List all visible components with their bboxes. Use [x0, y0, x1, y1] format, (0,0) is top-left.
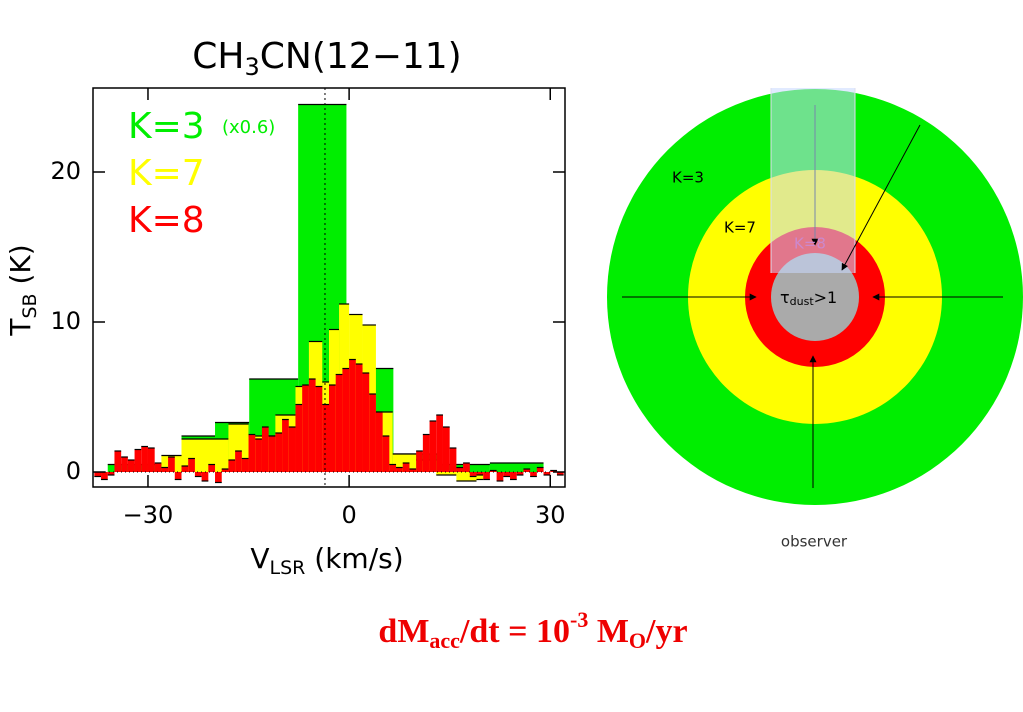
y-axis-label: TSB (K)	[4, 244, 41, 336]
bar	[489, 470, 497, 472]
bar	[295, 404, 303, 472]
bar	[261, 427, 269, 472]
bar	[181, 466, 189, 472]
formula: dMacc/dt = 10-3 MO/yr	[378, 607, 687, 653]
bar	[302, 385, 309, 472]
bar	[543, 472, 551, 475]
bar	[510, 472, 517, 480]
bar	[154, 463, 162, 472]
bar	[396, 467, 403, 472]
bar	[436, 415, 443, 472]
bar	[235, 451, 242, 472]
y-tick-label: 20	[50, 157, 81, 185]
bar	[275, 433, 283, 472]
bar	[94, 472, 102, 477]
bar	[134, 449, 142, 472]
bar	[215, 472, 222, 483]
bar	[483, 472, 490, 480]
bar	[174, 472, 182, 480]
bar	[369, 394, 376, 472]
bar	[489, 463, 544, 472]
bar	[429, 421, 437, 472]
bar	[355, 364, 363, 472]
bar	[208, 464, 216, 472]
bar	[315, 386, 323, 472]
bar	[282, 419, 289, 472]
bar	[268, 436, 276, 472]
x-tick-label: −30	[123, 501, 174, 529]
bar	[255, 439, 262, 472]
bar	[288, 427, 296, 472]
bar	[556, 472, 564, 475]
bar	[248, 434, 256, 472]
bar	[516, 472, 524, 475]
arrow	[841, 124, 921, 271]
bar	[456, 467, 464, 472]
shell-label: K=8	[794, 235, 826, 253]
x-tick-label: 0	[341, 501, 356, 529]
bar	[382, 436, 390, 472]
bar	[241, 458, 249, 472]
bar	[127, 460, 135, 472]
bar	[322, 404, 329, 472]
bar	[342, 368, 350, 472]
bar	[476, 472, 484, 475]
bar	[523, 469, 531, 472]
bar	[536, 467, 544, 472]
y-tick-label: 10	[50, 307, 81, 335]
bar	[389, 464, 397, 472]
bar	[476, 472, 484, 480]
bar	[194, 472, 202, 477]
bar	[221, 469, 229, 472]
bar	[436, 472, 457, 475]
bar	[141, 446, 148, 472]
observer-label: observer	[781, 533, 848, 551]
bar	[463, 463, 470, 472]
bar	[362, 373, 370, 472]
bar	[161, 467, 169, 472]
bar	[422, 434, 430, 472]
bar	[530, 472, 537, 477]
legend-entry: K=3	[128, 106, 205, 147]
bar	[308, 379, 316, 472]
legend-entry: K=7	[128, 153, 205, 194]
bar	[101, 472, 108, 480]
bar	[496, 472, 504, 481]
bar	[335, 374, 343, 472]
legend-note: (x0.6)	[222, 117, 275, 138]
bar	[456, 472, 477, 481]
bar	[409, 469, 417, 472]
bar	[469, 472, 477, 477]
legend-entry: K=8	[128, 200, 205, 241]
bar	[503, 472, 511, 477]
shell-label: K=3	[672, 169, 704, 187]
bar	[201, 472, 209, 481]
x-axis-label: VLSR (km/s)	[250, 542, 403, 579]
bar	[349, 359, 356, 472]
y-tick-label: 0	[66, 457, 81, 485]
core-label: τdust>1	[780, 288, 837, 309]
x-tick-label: 30	[535, 501, 566, 529]
bar	[375, 412, 383, 472]
shell-label: K=7	[724, 219, 756, 237]
core	[771, 253, 859, 341]
bar	[442, 427, 450, 472]
bar	[107, 472, 115, 475]
diagram: K=3 K=7 K=8 τdust>1 observer	[607, 88, 1023, 551]
bar	[188, 458, 195, 472]
bar	[168, 457, 175, 472]
bar	[449, 448, 457, 472]
bar	[147, 448, 155, 472]
bar	[228, 460, 236, 472]
bar	[329, 385, 336, 472]
bar	[114, 451, 122, 472]
bar	[402, 463, 410, 472]
plot-frame	[92, 87, 566, 488]
bar	[121, 457, 128, 472]
chart-title: CH3CN(12−11)	[192, 36, 461, 81]
bar	[416, 451, 423, 472]
